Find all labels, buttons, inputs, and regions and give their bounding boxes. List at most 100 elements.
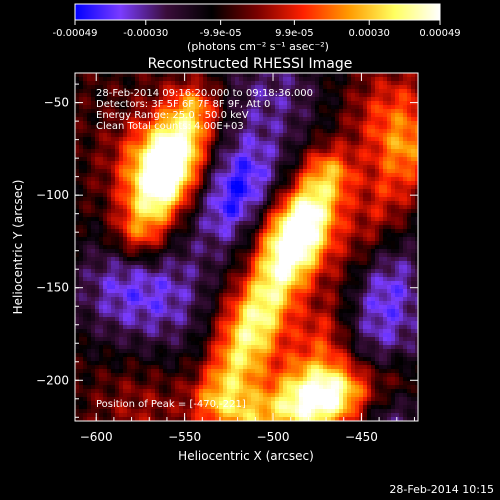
heatmap-cell [195,417,200,421]
heatmap-cell [171,77,176,82]
heatmap-cell [167,273,172,278]
heatmap-cell [215,97,220,102]
heatmap-cell [91,205,96,210]
heatmap-cell [179,117,184,122]
heatmap-cell [199,373,204,378]
heatmap-cell [227,221,232,226]
heatmap-cell [183,217,188,222]
heatmap-cell [247,353,252,358]
heatmap-cell [115,301,120,306]
heatmap-cell [147,301,152,306]
heatmap-cell [135,105,140,110]
heatmap-cell [155,241,160,246]
heatmap-cell [115,225,120,230]
heatmap-cell [83,249,88,254]
heatmap-cell [87,121,92,126]
heatmap-cell [171,153,176,158]
heatmap-cell [135,81,140,86]
heatmap-cell [243,393,248,398]
heatmap-cell [139,317,144,322]
heatmap-cell [299,101,304,106]
heatmap-cell [255,213,260,218]
heatmap-cell [255,329,260,334]
heatmap-cell [155,209,160,214]
heatmap-cell [227,161,232,166]
heatmap-cell [151,241,156,246]
heatmap-cell [119,341,124,346]
heatmap-cell [211,141,216,146]
heatmap-cell [271,81,276,86]
heatmap-cell [159,181,164,186]
heatmap-cell [299,269,304,274]
heatmap-cell [139,161,144,166]
heatmap-cell [271,153,276,158]
heatmap-cell [183,325,188,330]
heatmap-cell [139,145,144,150]
heatmap-cell [103,77,108,82]
heatmap-cell [179,265,184,270]
heatmap-cell [163,301,168,306]
heatmap-cell [247,305,252,310]
heatmap-cell [75,185,80,190]
heatmap-cell [219,269,224,274]
heatmap-cell [259,349,264,354]
heatmap-cell [271,301,276,306]
heatmap-cell [159,309,164,314]
heatmap-cell [183,329,188,334]
heatmap-cell [87,97,92,102]
heatmap-cell [263,197,268,202]
heatmap-cell [135,149,140,154]
heatmap-cell [135,365,140,370]
heatmap-cell [187,137,192,142]
heatmap-cell [195,373,200,378]
heatmap-cell [91,361,96,366]
heatmap-cell [79,189,84,194]
heatmap-cell [95,117,100,122]
heatmap-cell [179,253,184,258]
heatmap-cell [251,393,256,398]
heatmap-cell [147,89,152,94]
heatmap-cell [143,233,148,238]
heatmap-cell [115,313,120,318]
heatmap-cell [147,109,152,114]
heatmap-cell [231,241,236,246]
heatmap-cell [299,345,304,350]
heatmap-cell [227,277,232,282]
heatmap-cell [247,329,252,334]
heatmap-cell [75,353,80,358]
heatmap-cell [259,97,264,102]
heatmap-cell [147,321,152,326]
heatmap-cell [99,225,104,230]
heatmap-cell [179,297,184,302]
heatmap-cell [239,109,244,114]
heatmap-cell [303,81,308,86]
heatmap-cell [183,253,188,258]
heatmap-cell [267,129,272,134]
heatmap-cell [175,173,180,178]
heatmap-cell [139,273,144,278]
heatmap-cell [207,185,212,190]
heatmap-cell [235,253,240,258]
heatmap-cell [207,157,212,162]
heatmap-cell [151,141,156,146]
heatmap-cell [147,401,152,406]
heatmap-cell [123,297,128,302]
heatmap-cell [259,285,264,290]
heatmap-cell [151,341,156,346]
heatmap-cell [255,85,260,90]
heatmap-cell [235,309,240,314]
heatmap-cell [191,253,196,258]
heatmap-cell [227,357,232,362]
heatmap-cell [159,229,164,234]
heatmap-cell [227,165,232,170]
heatmap-cell [83,89,88,94]
heatmap-cell [171,89,176,94]
heatmap-cell [187,225,192,230]
heatmap-cell [295,269,300,274]
heatmap-cell [279,353,284,358]
heatmap-cell [255,109,260,114]
heatmap-cell [295,109,300,114]
heatmap-cell [291,217,296,222]
heatmap-cell [107,209,112,214]
heatmap-cell [155,121,160,126]
